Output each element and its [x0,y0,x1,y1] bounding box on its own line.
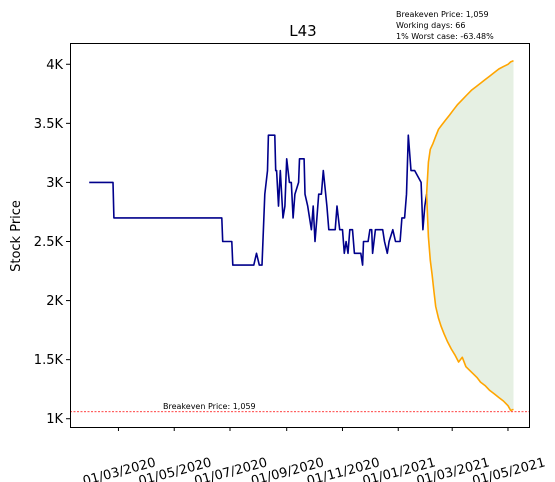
y-tick-label: 3K [46,176,63,191]
upper-projection-line [425,59,514,195]
y-axis-label: Stock Price [9,200,24,272]
y-tick-label: 4K [46,58,63,73]
price-lines-layer [89,59,514,412]
annotation-breakeven-price: Breakeven Price: 1,059 [396,10,489,19]
projection-band-layer [426,60,514,411]
projection-band [426,60,514,411]
y-tick-label: 2K [46,294,63,309]
annotation-worst-case: 1% Worst case: -63.48% [396,32,494,41]
y-tick-label: 1.5K [34,353,64,368]
lower-projection-line [425,194,514,412]
historical-price-line [89,134,428,266]
y-tick-label: 3.5K [34,117,64,132]
breakeven-layer: Breakeven Price: 1,059 [70,402,529,413]
y-tick-label: 2.5K [34,235,64,250]
y-axis: 1K 1.5K 2K 2.5K 3K 3.5K 4K [34,58,70,427]
breakeven-label: Breakeven Price: 1,059 [163,402,256,411]
y-tick-label: 1K [46,412,63,427]
plot-frame [70,43,530,428]
annotation-working-days: Working days: 66 [396,21,465,30]
chart-title: L43 [289,22,316,40]
